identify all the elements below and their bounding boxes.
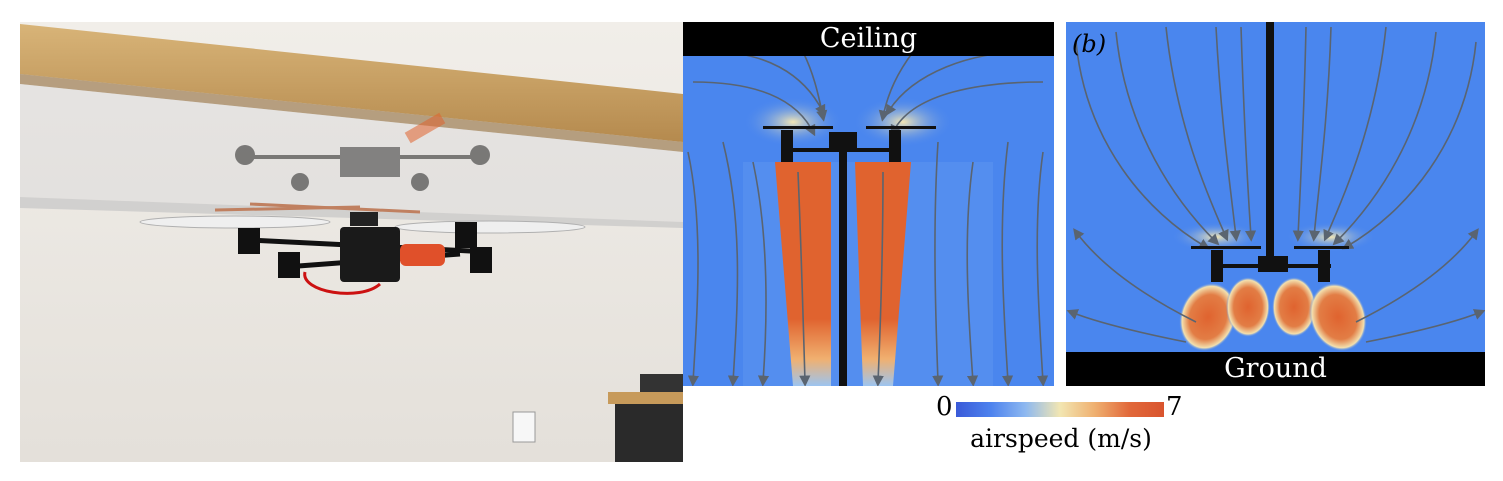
- rotor-icon: [781, 130, 793, 162]
- high-speed-jet-right: [855, 162, 911, 386]
- high-speed-blob: [1272, 277, 1316, 337]
- drone-body: [340, 227, 400, 282]
- table-edge: [608, 392, 683, 404]
- rotor-icon: [455, 222, 477, 248]
- high-speed-blob: [1309, 282, 1367, 352]
- airspeed-colorbar: [956, 402, 1164, 417]
- colorbar-title: airspeed (m/s): [970, 424, 1152, 453]
- high-speed-jet-left: [775, 162, 831, 386]
- streamlines: [687, 51, 1049, 386]
- drone-silhouette-ground: [1191, 22, 1349, 282]
- drone-photo: [20, 22, 683, 462]
- drone-photo-illustration: [20, 22, 683, 462]
- ceiling-label: Ceiling: [683, 22, 1054, 56]
- wall-outlet: [512, 411, 536, 443]
- ground-flow-field: [1066, 22, 1485, 386]
- quadrotor-drone: [139, 202, 586, 295]
- ceiling-flow-field: [683, 22, 1054, 386]
- ground-label: Ground: [1066, 352, 1485, 386]
- panel-letter-b: (b): [1072, 30, 1107, 58]
- drone-reflection: [235, 112, 490, 191]
- colorbar-max-label: 7: [1166, 392, 1183, 422]
- rotor-icon: [470, 247, 492, 273]
- colorbar-min-label: 0: [936, 392, 953, 422]
- high-speed-blob: [1226, 277, 1270, 337]
- rotor-icon: [1211, 250, 1223, 282]
- rotor-icon: [278, 252, 300, 278]
- drone-battery: [400, 244, 445, 266]
- drone-silhouette-ceiling: [763, 126, 936, 386]
- streamlines: [1066, 26, 1485, 343]
- wood-beam: [20, 24, 683, 142]
- high-speed-blob: [1179, 282, 1237, 352]
- ceiling-simulation-panel: Ceiling: [683, 22, 1054, 386]
- rotor-icon: [889, 130, 901, 162]
- rotor-icon: [238, 228, 260, 254]
- ground-simulation-panel: (b) Ground: [1066, 22, 1485, 386]
